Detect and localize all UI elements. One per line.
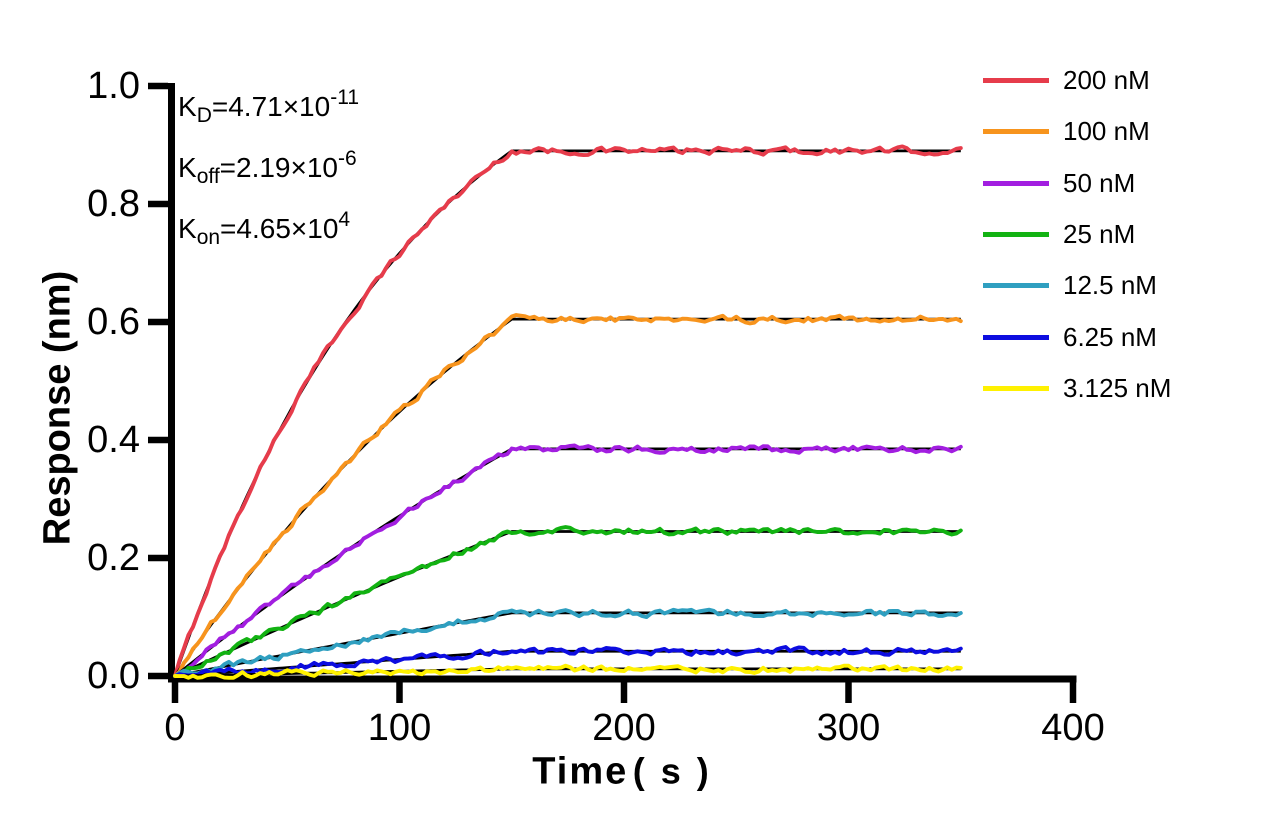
xtick-label: 100: [367, 707, 432, 749]
legend-label: 50 nM: [1063, 168, 1136, 198]
kinetics-annotation: KD=4.71×10-11 Koff=2.19×10-6 Kon=4.65×10…: [178, 76, 359, 259]
legend-row: 200 nM: [983, 65, 1150, 95]
kd-subscript: D: [196, 104, 212, 127]
x-axis-title: Time ( s ): [532, 751, 711, 794]
kon-symbol: K: [178, 213, 197, 244]
legend-row: 25 nM: [983, 219, 1135, 249]
ytick-label: 0.0: [87, 655, 140, 697]
ytick-label: 0.2: [87, 537, 140, 579]
legend-label: 200 nM: [1063, 65, 1150, 95]
kon-subscript: on: [196, 226, 221, 249]
kd-symbol: K: [178, 91, 197, 122]
legend-row: 3.125 nM: [983, 373, 1171, 403]
legend-line-swatch: [983, 180, 1049, 186]
legend-label: 100 nM: [1063, 116, 1150, 146]
legend-line-swatch: [983, 282, 1049, 288]
legend-row: 50 nM: [983, 168, 1135, 198]
ytick-label: 0.4: [87, 419, 140, 461]
legend-row: 6.25 nM: [983, 322, 1157, 352]
x-axis-title-text: Time: [532, 750, 629, 793]
ytick-label: 0.8: [87, 183, 140, 225]
legend-line-swatch: [983, 385, 1049, 391]
legend-row: 100 nM: [983, 116, 1150, 146]
legend-line-swatch: [983, 128, 1049, 134]
koff-value: =2.19×10: [219, 152, 338, 183]
legend-line-swatch: [983, 231, 1049, 237]
legend-line-swatch: [983, 77, 1049, 83]
koff-exponent: -6: [338, 147, 357, 170]
kd-value: =4.71×10: [211, 91, 331, 122]
kon-value: =4.65×10: [220, 213, 339, 244]
ytick-label: 1.0: [87, 65, 140, 107]
x-axis-title-unit: ( s ): [632, 750, 712, 792]
legend-label: 12.5 nM: [1063, 270, 1157, 300]
ytick-label: 0.6: [87, 301, 140, 343]
legend-row: 12.5 nM: [983, 270, 1157, 300]
koff-subscript: off: [196, 165, 220, 188]
annotation-line-koff: Koff=2.19×10-6: [178, 137, 359, 198]
legend-line-swatch: [983, 334, 1049, 340]
xtick-label: 0: [164, 707, 186, 749]
xtick-label: 400: [1041, 707, 1105, 749]
kon-exponent: 4: [338, 208, 351, 231]
legend-label: 3.125 nM: [1063, 373, 1172, 403]
annotation-line-kon: Kon=4.65×104: [178, 198, 359, 259]
annotation-line-kd: KD=4.71×10-11: [178, 76, 359, 137]
xtick-label: 200: [592, 707, 656, 749]
xtick-label: 300: [816, 707, 881, 749]
legend-label: 25 nM: [1063, 219, 1136, 249]
koff-symbol: K: [178, 152, 197, 183]
legend-label: 6.25 nM: [1063, 322, 1157, 352]
kd-exponent: -11: [330, 86, 359, 109]
